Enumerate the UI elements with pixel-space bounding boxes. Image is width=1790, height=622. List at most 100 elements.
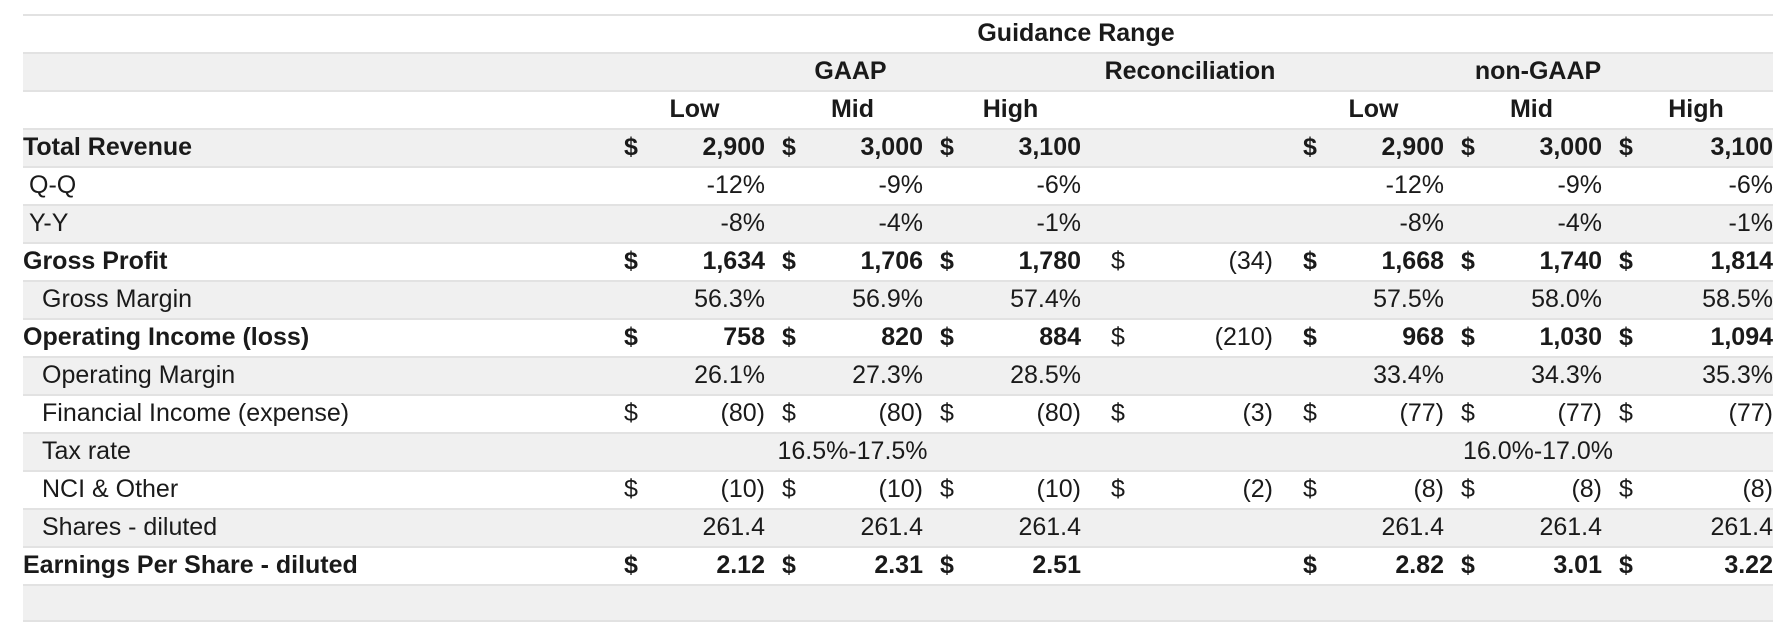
reconciliation-currency: $ — [1111, 247, 1125, 275]
non-gaap-high-value: -6% — [1728, 171, 1773, 199]
guidance-range-header: Guidance Range — [977, 19, 1175, 47]
non-gaap-low-value: -12% — [1385, 171, 1444, 199]
table-row: Operating Margin 26.1% 27.3% 28.5% 33.4% 34.3… — [23, 356, 1773, 394]
gaap-low-header: Low — [624, 92, 765, 130]
reconciliation-value: (2) — [1242, 475, 1273, 503]
gaap-mid-value: 1,706 — [860, 247, 923, 275]
table-row: Q-Q -12% -9% -6% -12% -9% -6% — [23, 166, 1773, 204]
non-gaap-mid-value: 3.01 — [1553, 551, 1602, 579]
non-gaap-high-value: 3.22 — [1724, 551, 1773, 579]
non-gaap-high-value: 3,100 — [1710, 133, 1773, 161]
gaap-low-value: 758 — [723, 323, 765, 351]
gaap-mid-currency: $ — [782, 133, 796, 161]
non-gaap-header: non-GAAP — [1303, 54, 1773, 92]
table-row: Earnings Per Share - diluted $2.12 $2.31 $2… — [23, 546, 1773, 584]
reconciliation-value: (3) — [1242, 399, 1273, 427]
gaap-low-currency: $ — [624, 133, 638, 161]
non-gaap-low-currency: $ — [1303, 133, 1317, 161]
gaap-low-value: (80) — [720, 399, 765, 427]
non-gaap-mid-value: 1,740 — [1539, 247, 1602, 275]
header-row-guidance: Guidance Range — [23, 14, 1773, 52]
table-row: Tax rate 16.5%-17.5% 16.0%-17.0% — [23, 432, 1773, 470]
gaap-mid-value: 56.9% — [852, 285, 923, 313]
non-gaap-low-currency: $ — [1303, 399, 1317, 427]
non-gaap-high-value: 261.4 — [1710, 513, 1773, 541]
non-gaap-low-value: (8) — [1413, 475, 1444, 503]
gaap-mid-currency: $ — [782, 323, 796, 351]
non-gaap-mid-currency: $ — [1461, 133, 1475, 161]
gaap-mid-currency: $ — [782, 551, 796, 579]
gaap-low-value: 1,634 — [702, 247, 765, 275]
non-gaap-low-value: -8% — [1399, 209, 1444, 237]
non-gaap-high-currency: $ — [1619, 323, 1633, 351]
non-gaap-mid-header: Mid — [1461, 92, 1602, 130]
gaap-mid-currency: $ — [782, 475, 796, 503]
gaap-high-value: 3,100 — [1018, 133, 1081, 161]
table-row: Financial Income (expense) $ (80) $ (80) $ (80… — [23, 394, 1773, 432]
row-label: Gross Margin — [42, 285, 193, 313]
non-gaap-high-value: (77) — [1728, 399, 1773, 427]
gaap-low-currency: $ — [624, 247, 638, 275]
reconciliation-currency: $ — [1111, 475, 1125, 503]
non-gaap-high-currency: $ — [1619, 247, 1633, 275]
table-row: Gross Profit $1,634 $1,706 $1,780 $1,668 $1,7… — [23, 242, 1773, 280]
non-gaap-high-value: (8) — [1742, 475, 1773, 503]
gaap-high-value: (80) — [1036, 399, 1081, 427]
table-row: Y-Y -8% -4% -1% -8% -4% -1% — [23, 204, 1773, 242]
non-gaap-high-currency: $ — [1619, 399, 1633, 427]
row-label: Operating Income (loss) — [23, 323, 310, 351]
non-gaap-mid-currency: $ — [1461, 247, 1475, 275]
gaap-low-value: 56.3% — [694, 285, 765, 313]
gaap-high-value: -1% — [1036, 209, 1081, 237]
non-gaap-low-currency: $ — [1303, 247, 1317, 275]
reconciliation-value: (210) — [1214, 323, 1273, 351]
non-gaap-mid-value: (77) — [1557, 399, 1602, 427]
non-gaap-high-currency: $ — [1619, 475, 1633, 503]
row-label: Operating Margin — [42, 361, 236, 389]
header-row-groups: GAAP Reconciliation non-GAAP — [23, 52, 1773, 92]
gaap-mid-currency: $ — [782, 247, 796, 275]
gaap-high-value: 57.4% — [1010, 285, 1081, 313]
table-row: NCI & Other $ (10) $ (10) $ (10) $ (8) $ (8) $ (8) $ (… — [23, 470, 1773, 508]
gaap-high-currency: $ — [940, 551, 954, 579]
gaap-low-value: -8% — [720, 209, 765, 237]
row-label: Gross Profit — [23, 247, 168, 275]
non-gaap-high-header: High — [1619, 92, 1773, 130]
non-gaap-low-header: Low — [1303, 92, 1444, 130]
gaap-low-currency: $ — [624, 399, 638, 427]
reconciliation-currency: $ — [1111, 399, 1125, 427]
row-label: NCI & Other — [42, 475, 179, 503]
non-gaap-low-currency: $ — [1303, 475, 1317, 503]
gaap-mid-value: -4% — [878, 209, 923, 237]
reconciliation-value: (34) — [1228, 247, 1273, 275]
non-gaap-high-value: -1% — [1728, 209, 1773, 237]
non-gaap-mid-value: -9% — [1557, 171, 1602, 199]
non-gaap-mid-currency: $ — [1461, 475, 1475, 503]
table-footer-row — [23, 584, 1773, 622]
gaap-mid-value: 2.31 — [874, 551, 923, 579]
gaap-mid-value: (80) — [878, 399, 923, 427]
row-label: Earnings Per Share - diluted — [23, 551, 358, 579]
gaap-low-value: 2,900 — [702, 133, 765, 161]
row-label: Y-Y — [29, 209, 69, 237]
non-gaap-mid-value: 34.3% — [1531, 361, 1602, 389]
non-gaap-mid-currency: $ — [1461, 399, 1475, 427]
gaap-header: GAAP — [624, 54, 1077, 92]
gaap-low-value: 2.12 — [716, 551, 765, 579]
gaap-high-value: 884 — [1039, 323, 1081, 351]
non-gaap-high-value: 1,814 — [1710, 247, 1773, 275]
non-gaap-low-value: 2.82 — [1395, 551, 1444, 579]
gaap-mid-value: 27.3% — [852, 361, 923, 389]
non-gaap-low-value: 2,900 — [1381, 133, 1444, 161]
reconciliation-header: Reconciliation — [1104, 57, 1276, 85]
gaap-high-currency: $ — [940, 247, 954, 275]
gaap-high-currency: $ — [940, 475, 954, 503]
gaap-high-value: 28.5% — [1010, 361, 1081, 389]
gaap-high-header: High — [940, 92, 1081, 130]
gaap-mid-value: 3,000 — [860, 133, 923, 161]
non-gaap-high-value: 1,094 — [1710, 323, 1773, 351]
table-row: Shares - diluted 261.4 261.4 261.4 261.4 261.… — [23, 508, 1773, 546]
gaap-low-currency: $ — [624, 323, 638, 351]
non-gaap-low-currency: $ — [1303, 551, 1317, 579]
gaap-low-value: -12% — [706, 171, 765, 199]
